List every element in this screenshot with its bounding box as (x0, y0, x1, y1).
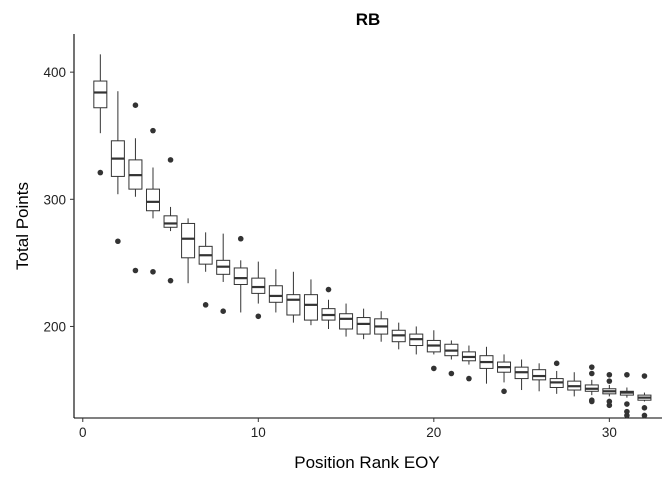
box-iqr (339, 313, 354, 330)
y-axis-title: Total Points (13, 182, 32, 270)
x-tick-label: 10 (251, 425, 266, 440)
outlier-point (606, 378, 613, 384)
box-rank-31 (619, 371, 634, 419)
box-rank-1 (93, 54, 108, 176)
outlier-point (325, 286, 332, 293)
outlier-point (97, 169, 104, 176)
outlier-point (588, 370, 595, 377)
outlier-point (641, 373, 648, 379)
outlier-point (553, 360, 560, 367)
box-rank-27 (549, 360, 564, 394)
y-tick-label: 300 (43, 192, 66, 207)
box-rank-13 (303, 279, 318, 326)
x-axis-title: Position Rank EOY (294, 453, 440, 472)
box-rank-4 (145, 127, 160, 275)
box-rank-25 (514, 359, 529, 391)
box-iqr (532, 369, 547, 381)
box-iqr (163, 215, 178, 228)
box-rank-14 (321, 286, 336, 329)
box-rank-3 (128, 102, 143, 274)
box-iqr (268, 285, 283, 303)
outlier-point (624, 401, 630, 407)
outlier-point (132, 102, 139, 109)
outlier-point (237, 235, 244, 242)
box-rank-11 (268, 269, 283, 313)
box-rank-18 (391, 322, 406, 350)
outlier-point (588, 364, 595, 370)
outlier-point (150, 268, 156, 275)
outlier-point (588, 398, 595, 405)
box-iqr (251, 277, 266, 294)
outlier-point (501, 388, 507, 395)
box-iqr (93, 80, 108, 109)
outlier-point (624, 412, 630, 419)
x-tick-label: 0 (79, 425, 87, 440)
box-iqr (356, 317, 371, 335)
outlier-point (466, 375, 472, 382)
outlier-point (641, 405, 648, 411)
outlier-point (255, 313, 262, 320)
x-tick-label: 20 (426, 425, 441, 440)
box-rank-29 (584, 364, 599, 405)
boxes-group (93, 54, 652, 419)
box-rank-17 (374, 311, 389, 342)
box-rank-23 (479, 346, 494, 384)
outlier-point (431, 365, 437, 372)
box-rank-26 (532, 363, 547, 392)
box-rank-32 (637, 373, 652, 419)
box-rank-15 (339, 303, 354, 337)
box-rank-20 (426, 330, 441, 372)
outlier-point (167, 277, 174, 284)
box-rank-6 (181, 218, 196, 284)
box-rank-7 (198, 232, 213, 308)
outlier-point (202, 302, 209, 308)
outlier-point (641, 412, 648, 419)
box-rank-10 (251, 261, 266, 320)
box-rank-8 (216, 233, 231, 314)
box-rank-21 (444, 340, 459, 377)
box-rank-28 (567, 372, 582, 397)
outlier-point (115, 238, 121, 245)
outlier-point (167, 157, 174, 163)
outlier-point (150, 127, 156, 134)
box-rank-9 (233, 235, 248, 313)
y-tick-label: 400 (43, 65, 66, 80)
box-rank-30 (602, 371, 617, 409)
box-rank-22 (461, 345, 476, 382)
box-iqr (303, 294, 318, 321)
y-tick-label: 200 (43, 319, 66, 334)
outlier-point (132, 267, 139, 274)
box-iqr (181, 222, 196, 259)
outlier-point (606, 402, 613, 409)
chart-title: RB (356, 10, 381, 29)
outlier-point (448, 370, 455, 377)
box-rank-16 (356, 308, 371, 340)
box-rank-19 (409, 326, 424, 355)
outlier-point (220, 308, 226, 314)
axes: 0 10 20 30 200 300 400 (43, 34, 662, 440)
box-iqr (145, 188, 160, 212)
x-tick-label: 30 (602, 425, 617, 440)
box-rank-12 (286, 271, 301, 323)
box-rank-2 (110, 91, 125, 245)
box-iqr (286, 294, 301, 316)
outlier-point (624, 371, 630, 378)
outlier-point (606, 371, 613, 378)
box-rank-24 (497, 354, 512, 395)
box-rank-5 (163, 157, 178, 284)
box-iqr (233, 267, 248, 285)
